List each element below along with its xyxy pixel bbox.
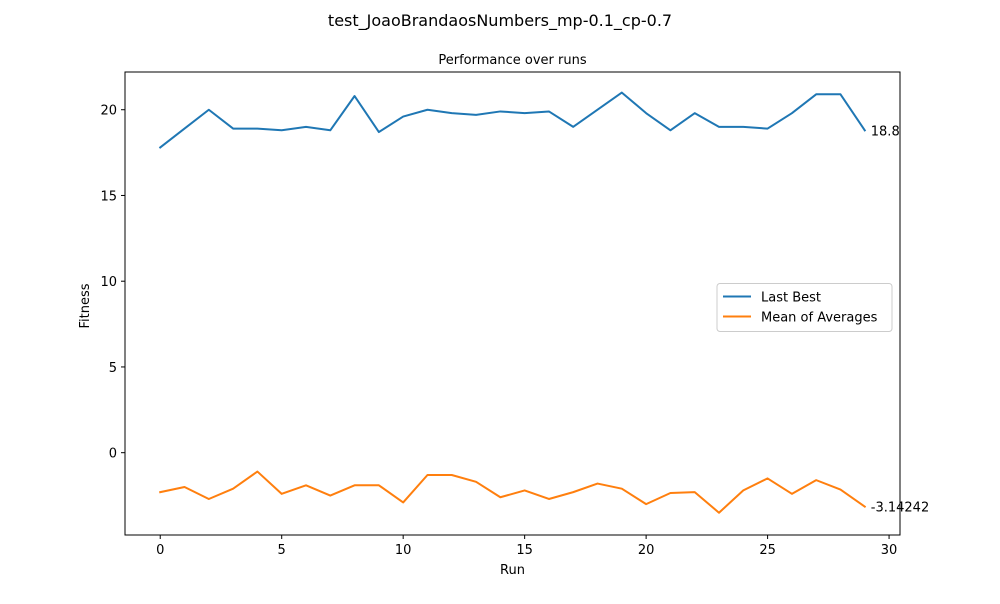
y-tick-label: 15	[100, 189, 117, 204]
x-tick-label: 20	[638, 543, 655, 558]
x-tick-label: 0	[156, 543, 164, 558]
legend-label: Mean of Averages	[761, 311, 878, 326]
axes-frame	[124, 71, 901, 536]
x-tick-label: 10	[395, 543, 412, 558]
series-line-1	[158, 91, 867, 149]
series-line-2	[159, 470, 867, 514]
legend: Last Best Mean of Averages	[716, 283, 893, 332]
y-tick-label: 10	[100, 275, 117, 290]
y-axis-label: Fitness	[78, 283, 93, 328]
x-tick-label: 5	[278, 543, 286, 558]
series-end-label: 18.8	[871, 124, 900, 139]
x-tick-label: 30	[881, 543, 898, 558]
figure-suptitle: test_JoaoBrandaosNumbers_mp-0.1_cp-0.7	[328, 11, 672, 31]
x-tick-label: 25	[759, 543, 776, 558]
y-tick-label: 0	[109, 447, 117, 462]
y-tick-label: 5	[109, 361, 117, 376]
y-tick-label: 20	[100, 104, 117, 119]
x-axis-label: Run	[500, 563, 525, 578]
chart-title: Performance over runs	[438, 53, 586, 68]
x-tick-label: 15	[516, 543, 533, 558]
legend-label: Last Best	[761, 291, 821, 306]
legend-box	[716, 283, 893, 332]
